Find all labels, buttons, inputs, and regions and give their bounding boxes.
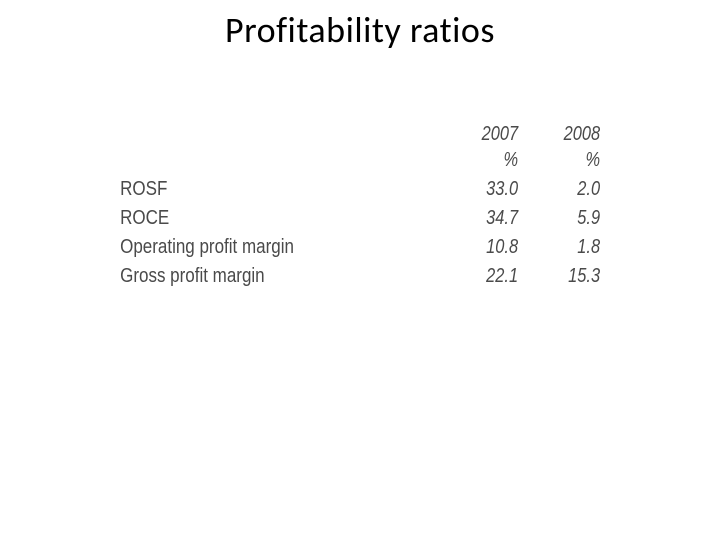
ratios-table: 2007 2008 % % ROSF 33.0 2.0 ROCE 34.7 5.… (115, 120, 605, 291)
row-value: 22.1 (456, 262, 523, 291)
row-value: 15.3 (538, 262, 605, 291)
row-label: Gross profit margin (115, 262, 392, 291)
unit-blank (115, 149, 392, 175)
table-row: ROCE 34.7 5.9 (115, 204, 605, 233)
table-unit-row: % % (115, 149, 605, 175)
unit-2: % (538, 149, 605, 175)
row-value: 1.8 (538, 233, 605, 262)
row-label: ROSF (115, 175, 392, 204)
row-value: 34.7 (456, 204, 523, 233)
row-label: Operating profit margin (115, 233, 392, 262)
row-label: ROCE (115, 204, 392, 233)
slide: Profitability ratios 2007 2008 % % ROSF … (0, 0, 720, 540)
ratios-table-container: 2007 2008 % % ROSF 33.0 2.0 ROCE 34.7 5.… (115, 120, 605, 291)
row-value: 2.0 (538, 175, 605, 204)
year-header-2: 2008 (538, 120, 605, 149)
row-value: 33.0 (456, 175, 523, 204)
year-header-1: 2007 (456, 120, 523, 149)
table-header-row: 2007 2008 (115, 120, 605, 149)
header-blank (115, 120, 392, 149)
table-row: Gross profit margin 22.1 15.3 (115, 262, 605, 291)
table-row: Operating profit margin 10.8 1.8 (115, 233, 605, 262)
row-value: 5.9 (538, 204, 605, 233)
row-value: 10.8 (456, 233, 523, 262)
page-title: Profitability ratios (0, 8, 720, 52)
unit-1: % (456, 149, 523, 175)
table-row: ROSF 33.0 2.0 (115, 175, 605, 204)
